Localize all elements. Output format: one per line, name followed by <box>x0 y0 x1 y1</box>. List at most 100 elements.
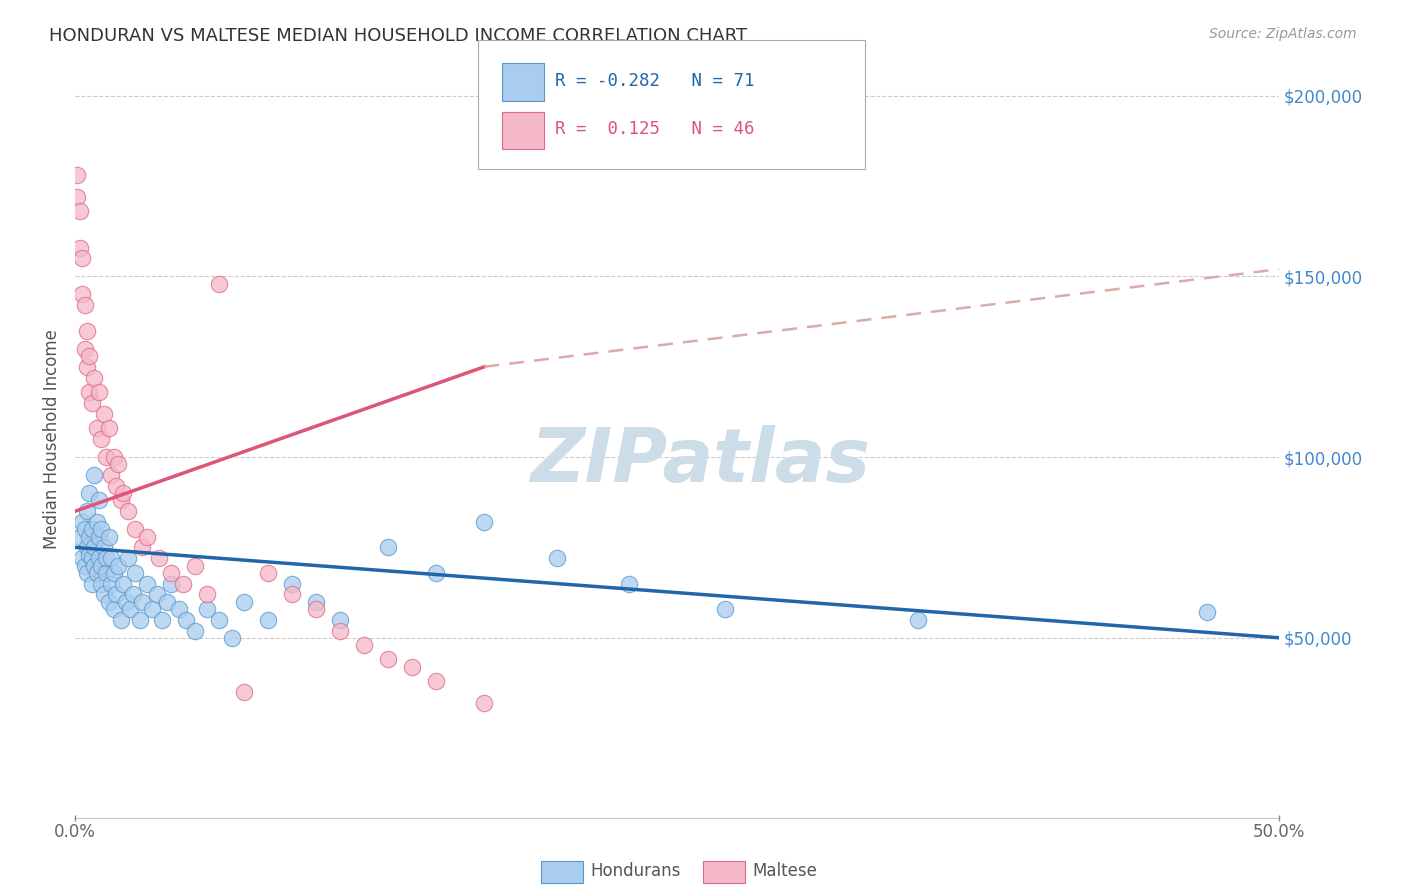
Point <box>425 674 447 689</box>
Point <box>97 594 120 608</box>
Point <box>617 576 640 591</box>
Point <box>329 613 352 627</box>
Text: R = -0.282   N = 71: R = -0.282 N = 71 <box>555 72 755 90</box>
Point <box>86 566 108 580</box>
Point <box>73 298 96 312</box>
Point <box>80 522 103 536</box>
Point <box>103 450 125 464</box>
Point <box>131 541 153 555</box>
Point <box>184 624 207 638</box>
Point <box>907 613 929 627</box>
Point <box>172 576 194 591</box>
Point <box>76 359 98 374</box>
Point <box>136 530 159 544</box>
Point <box>97 421 120 435</box>
Point <box>377 541 399 555</box>
Point <box>100 468 122 483</box>
Point <box>377 652 399 666</box>
Point <box>472 515 495 529</box>
Point <box>160 566 183 580</box>
Point <box>100 576 122 591</box>
Point <box>73 558 96 573</box>
Point <box>112 576 135 591</box>
Point <box>96 551 118 566</box>
Point <box>107 558 129 573</box>
Point <box>425 566 447 580</box>
Point <box>86 421 108 435</box>
Point <box>93 541 115 555</box>
Point <box>104 479 127 493</box>
Point <box>79 548 101 562</box>
Point <box>79 530 101 544</box>
Point <box>103 602 125 616</box>
Point <box>76 504 98 518</box>
Point <box>353 638 375 652</box>
Point <box>79 486 101 500</box>
Point <box>114 594 136 608</box>
Point <box>136 576 159 591</box>
Point <box>141 602 163 616</box>
Point <box>120 602 142 616</box>
Point <box>184 558 207 573</box>
Point <box>83 558 105 573</box>
Point <box>90 432 112 446</box>
Point <box>112 486 135 500</box>
Point <box>256 566 278 580</box>
Point <box>160 576 183 591</box>
Point <box>221 631 243 645</box>
Point <box>83 541 105 555</box>
Point <box>232 594 254 608</box>
Point <box>90 522 112 536</box>
Point <box>69 204 91 219</box>
Point <box>70 252 93 266</box>
Point <box>174 613 197 627</box>
Point <box>73 342 96 356</box>
Point <box>87 530 110 544</box>
Text: Source: ZipAtlas.com: Source: ZipAtlas.com <box>1209 27 1357 41</box>
Point <box>80 576 103 591</box>
Point <box>69 240 91 254</box>
Point <box>73 522 96 536</box>
Point <box>87 551 110 566</box>
Point <box>80 396 103 410</box>
Point <box>76 324 98 338</box>
Point <box>110 493 132 508</box>
Point <box>100 551 122 566</box>
Point <box>155 594 177 608</box>
Point <box>208 613 231 627</box>
Point <box>90 576 112 591</box>
Point <box>197 602 219 616</box>
Point <box>93 587 115 601</box>
Point <box>97 530 120 544</box>
Point <box>79 385 101 400</box>
Point <box>90 558 112 573</box>
Point <box>305 602 328 616</box>
Point <box>83 370 105 384</box>
Point <box>256 613 278 627</box>
Text: ZIPatlas: ZIPatlas <box>531 425 872 499</box>
Point <box>167 602 190 616</box>
Point <box>197 587 219 601</box>
Point <box>124 522 146 536</box>
Point <box>329 624 352 638</box>
Point <box>472 696 495 710</box>
Point <box>546 551 568 566</box>
Point <box>79 349 101 363</box>
Text: Maltese: Maltese <box>752 863 817 880</box>
Point <box>124 566 146 580</box>
Point <box>280 587 302 601</box>
Point <box>83 468 105 483</box>
Point <box>117 551 139 566</box>
Point <box>86 515 108 529</box>
Point <box>208 277 231 291</box>
Point <box>93 407 115 421</box>
Point <box>280 576 302 591</box>
Point <box>104 587 127 601</box>
Point <box>1195 606 1218 620</box>
Point <box>117 504 139 518</box>
Text: R =  0.125   N = 46: R = 0.125 N = 46 <box>555 120 755 138</box>
Point <box>150 613 173 627</box>
Point <box>76 541 98 555</box>
Point <box>714 602 737 616</box>
Point <box>70 287 93 301</box>
